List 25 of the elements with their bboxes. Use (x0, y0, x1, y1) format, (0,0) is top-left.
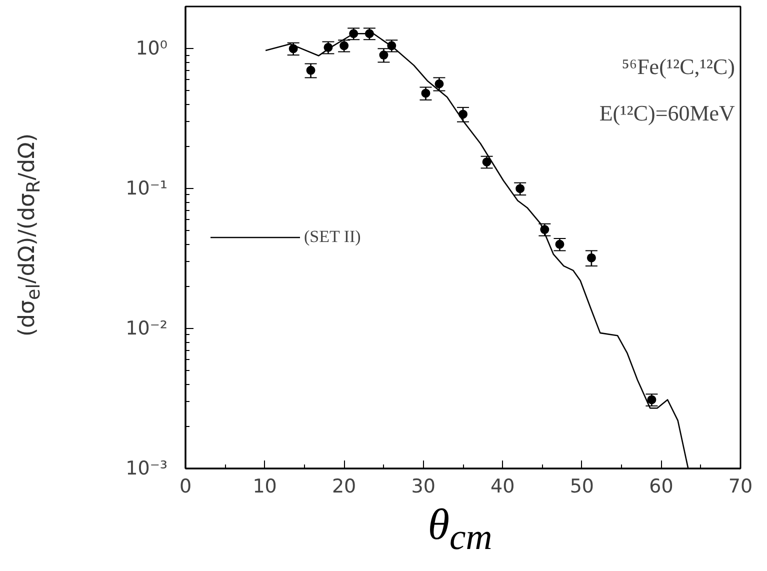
point (586, 253, 596, 262)
x-tick-label: 10 (252, 476, 277, 498)
x-axis-title: θ$_{cm}$ (428, 500, 492, 557)
x-tick-label: 40 (490, 476, 515, 498)
point (306, 66, 316, 75)
point (421, 88, 430, 98)
point (379, 50, 388, 60)
x-tick-label: 70 (728, 476, 753, 498)
point (434, 79, 444, 88)
point (482, 157, 492, 166)
annotation: ⁵⁶Fe(¹²C,¹²C) (622, 54, 735, 80)
x-tick-label: 0 (179, 476, 192, 498)
y-tick-label: 10⁻¹ (126, 178, 168, 200)
y-tick-label: 10⁰ (136, 38, 168, 60)
point (516, 184, 525, 194)
x-tick-label: 20 (332, 476, 356, 498)
point (647, 395, 656, 404)
point (555, 240, 564, 249)
x-tick-label: 60 (649, 476, 674, 498)
x-tick-label: 50 (570, 476, 594, 498)
annotation: E(¹²C)=60MeV (599, 100, 736, 126)
y-tick-label: 10⁻² (126, 318, 168, 340)
text: (SET II) (304, 227, 361, 247)
x-tick-label: 30 (411, 476, 436, 498)
y-tick-label: 10⁻³ (126, 458, 168, 480)
